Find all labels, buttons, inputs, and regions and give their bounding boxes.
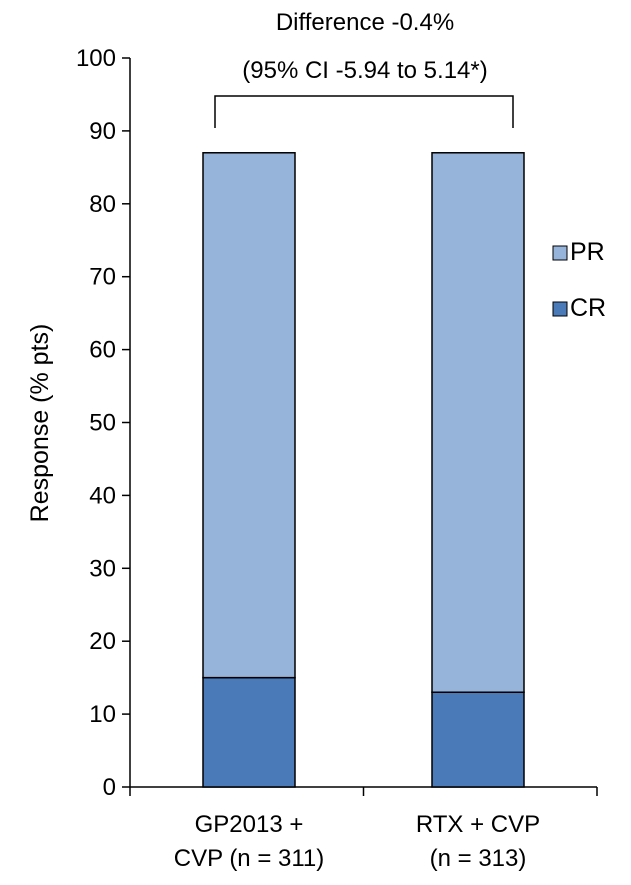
legend-swatch-cr xyxy=(552,301,568,317)
plot-area: 0 10 20 30 40 50 60 70 80 90 100 GP2013 + CVP (n = 3… xyxy=(76,45,598,872)
y-tick-label-40: 40 xyxy=(89,482,116,509)
y-tick-label-10: 10 xyxy=(89,701,116,728)
y-tick-label-50: 50 xyxy=(89,410,116,437)
comparison-bracket xyxy=(214,95,514,128)
bar-pr-1 xyxy=(431,152,525,693)
bar-cr-0 xyxy=(202,676,296,788)
y-tick-label-90: 90 xyxy=(89,118,116,145)
y-tick-label-60: 60 xyxy=(89,337,116,364)
legend-swatch-pr xyxy=(552,245,568,261)
x-category-label-1-1: (n = 313) xyxy=(430,845,527,872)
legend: PR CR xyxy=(552,238,606,322)
bar-pr-0 xyxy=(202,152,296,679)
y-tick-label-0: 0 xyxy=(103,774,116,801)
y-axis-label: Response (% pts) xyxy=(26,324,54,523)
y-tick-label-30: 30 xyxy=(89,555,116,582)
annotation-difference: Difference -0.4% xyxy=(276,9,454,36)
x-category-label-0-1: CVP (n = 311) xyxy=(174,845,325,872)
x-category-label-0-0: GP2013 + xyxy=(195,811,304,838)
x-category-label-1-0: RTX + CVP xyxy=(416,811,540,838)
y-tick-label-80: 80 xyxy=(89,191,116,218)
y-tick-label-20: 20 xyxy=(89,628,116,655)
legend-label-pr: PR xyxy=(570,238,605,266)
annotation-confidence-interval: (95% CI -5.94 to 5.14*) xyxy=(242,57,487,84)
bar-cr-1 xyxy=(431,691,525,788)
legend-label-cr: CR xyxy=(570,294,606,322)
y-tick-label-100: 100 xyxy=(76,45,116,72)
y-tick-label-70: 70 xyxy=(89,264,116,291)
